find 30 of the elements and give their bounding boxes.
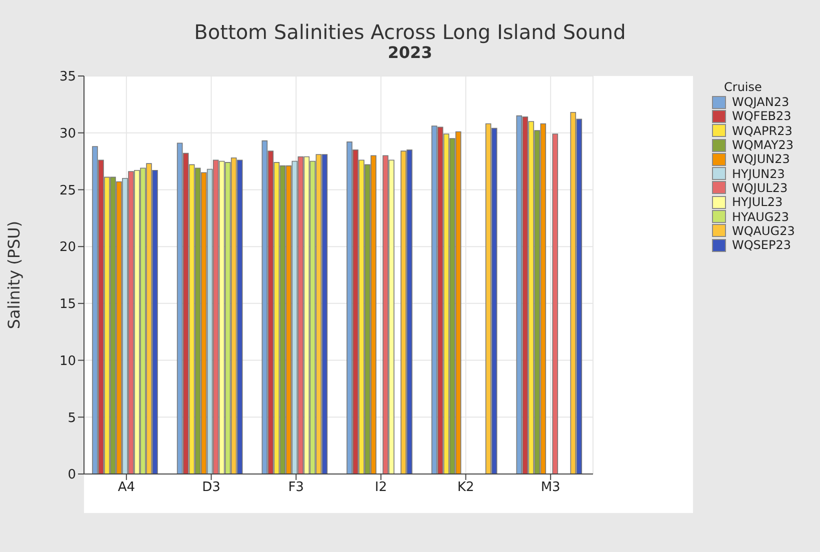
chart-title: Bottom Salinities Across Long Island Sound	[193, 20, 627, 44]
legend-title: Cruise	[724, 80, 763, 94]
legend-label: HYJUL23	[732, 195, 783, 210]
x-tick-label: D3	[202, 480, 220, 496]
y-tick-label: 25	[59, 183, 76, 198]
x-tick-label: A4	[118, 480, 136, 496]
legend-label: WQJUN23	[732, 152, 790, 166]
x-tick-label: I2	[374, 480, 387, 496]
x-tick-label: K2	[457, 480, 474, 496]
y-tick-label: 5	[68, 410, 76, 426]
y-tick-label: 30	[59, 126, 76, 142]
chart-subtitle: 2023	[386, 43, 434, 62]
legend-label: WQJUL23	[732, 180, 788, 195]
y-tick-label: 20	[59, 240, 76, 256]
legend-label: WQJAN23	[732, 95, 790, 110]
legend-label: WQMAY23	[732, 138, 794, 152]
legend-label: WQAPR23	[732, 124, 792, 138]
legend-label: WQSEP23	[732, 238, 792, 252]
legend-label: WQFEB23	[732, 109, 792, 124]
y-tick-label: 10	[59, 354, 76, 369]
legend-label: HYJUN23	[732, 166, 785, 181]
y-tick-label: 35	[59, 70, 76, 85]
x-tick-label: M3	[540, 480, 560, 496]
y-tick-label: 0	[68, 468, 76, 483]
y-tick-label: 15	[59, 297, 76, 312]
legend-label: HYAUG23	[732, 210, 789, 224]
x-tick-label: F3	[288, 480, 304, 496]
bar	[552, 134, 558, 474]
y-axis-title: Salinity (PSU)	[4, 220, 24, 330]
legend-label: WQAUG23	[732, 224, 795, 238]
